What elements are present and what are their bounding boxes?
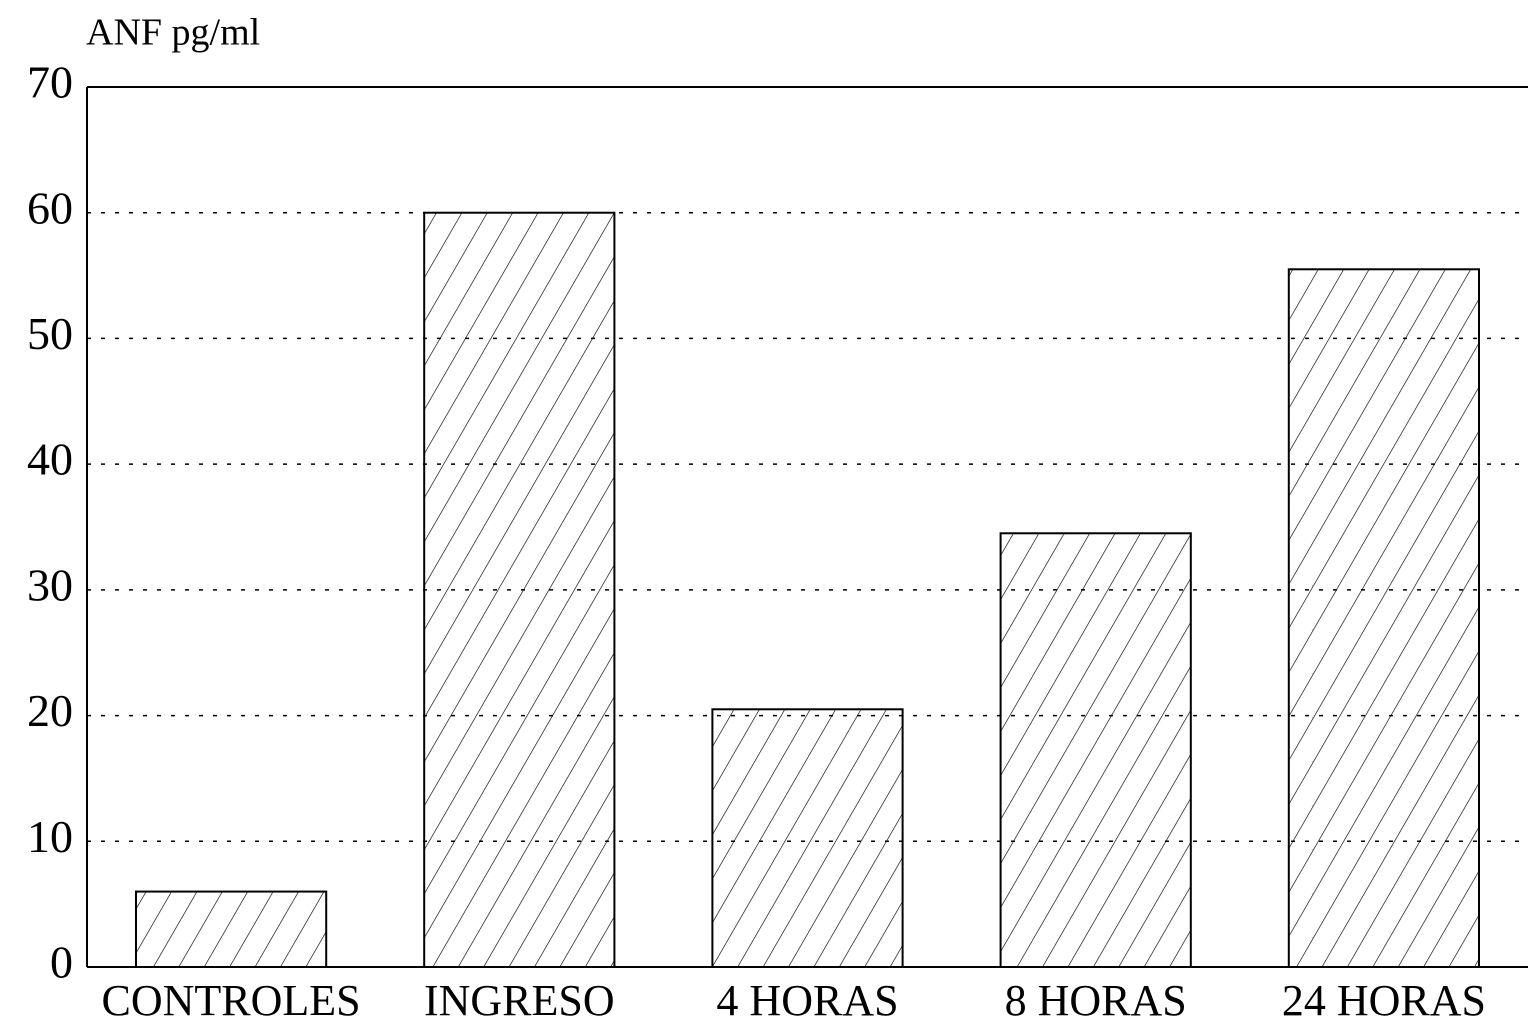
y-tick-label: 0 — [50, 937, 73, 988]
y-tick-label: 10 — [27, 811, 73, 862]
chart-title: ANF pg/ml — [86, 12, 260, 54]
x-tick-label: CONTROLES — [102, 976, 361, 1025]
y-tick-label: 40 — [27, 434, 73, 485]
y-tick-label: 20 — [27, 685, 73, 736]
bar — [999, 532, 1192, 968]
x-tick-label: INGRESO — [424, 976, 615, 1025]
x-tick-label: 4 HORAS — [716, 976, 898, 1025]
y-tick-label: 30 — [27, 559, 73, 610]
y-tick-label: 70 — [27, 57, 73, 108]
x-tick-label: 8 HORAS — [1005, 976, 1187, 1025]
bar — [711, 708, 904, 968]
bar — [423, 211, 616, 968]
y-tick-label: 50 — [27, 308, 73, 359]
y-tick-label: 60 — [27, 182, 73, 233]
x-tick-label: 24 HORAS — [1282, 976, 1486, 1025]
bar — [134, 890, 328, 968]
bar — [1287, 268, 1481, 968]
